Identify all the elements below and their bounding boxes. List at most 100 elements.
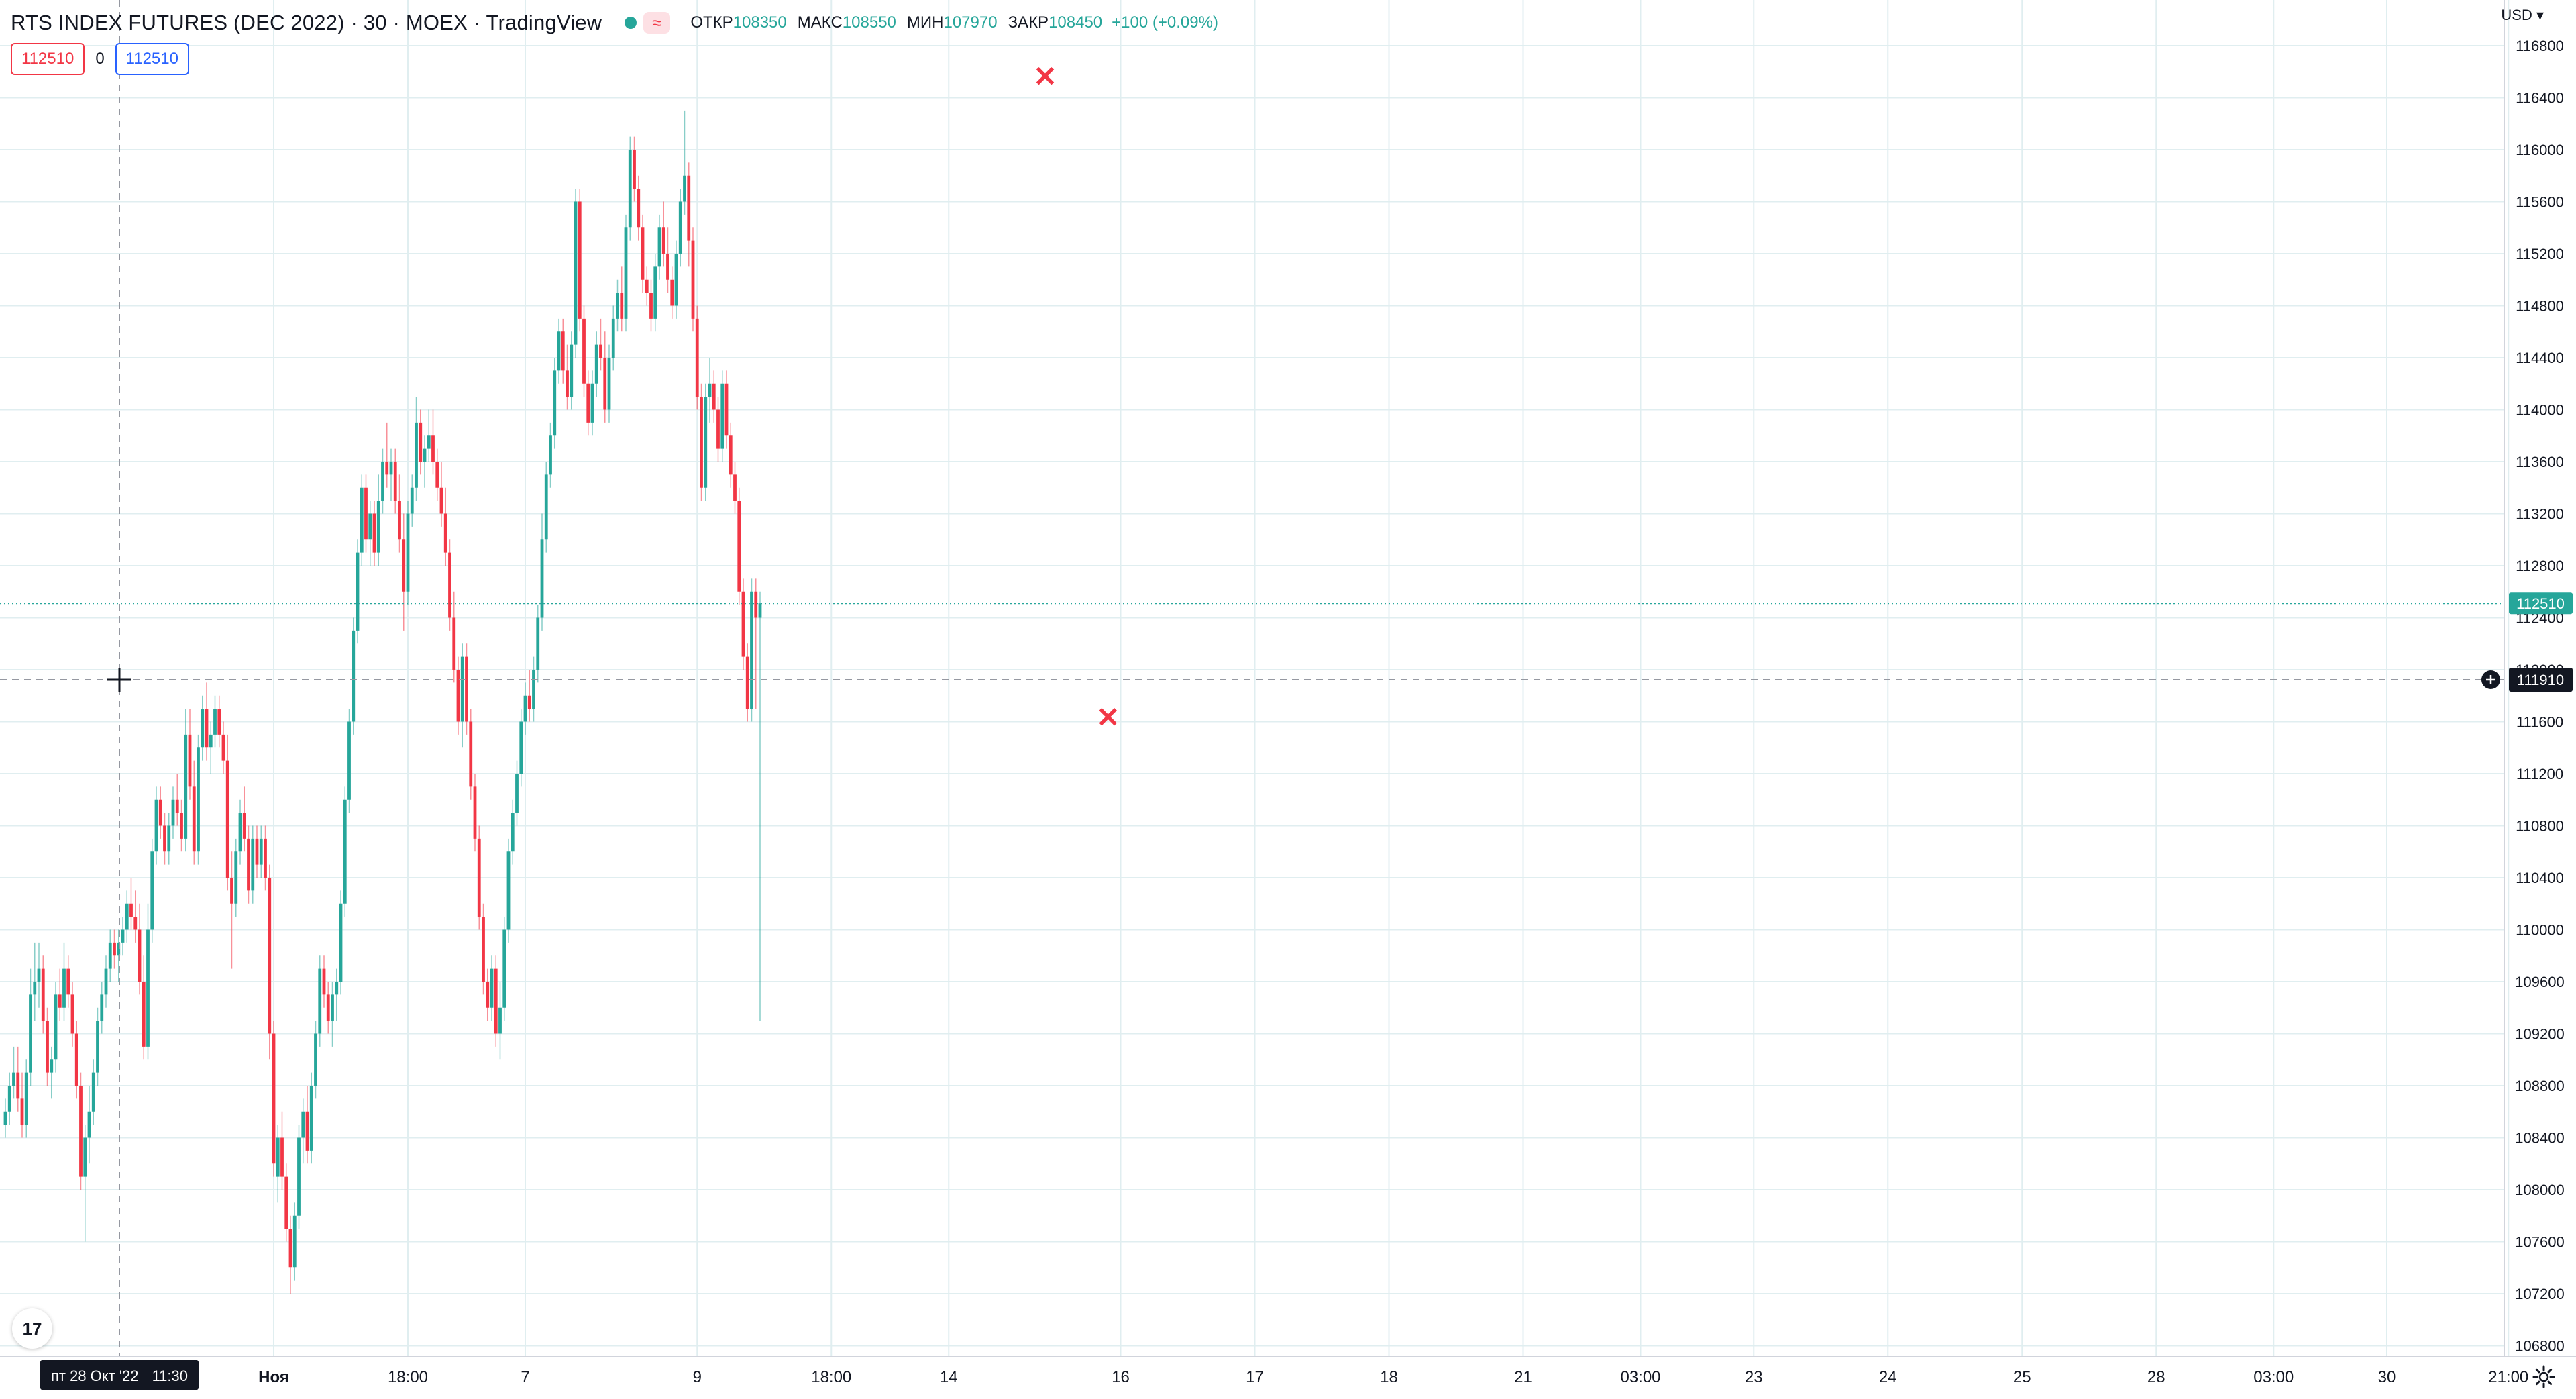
candle-body [678, 201, 682, 254]
candle-body [611, 318, 615, 358]
candle-body [272, 1033, 276, 1164]
candle-body [448, 552, 451, 618]
candle-body [628, 150, 632, 228]
exit-mark-icon: ✕ [1096, 702, 1120, 733]
candle-body [657, 227, 661, 267]
candle-body [108, 942, 112, 969]
candle-body [737, 501, 741, 592]
crosshair-time-label-date: пт 28 Окт '22 [51, 1367, 139, 1384]
candle-body [561, 331, 565, 371]
settings-gear-icon[interactable] [2532, 1365, 2556, 1389]
candle-body [339, 903, 343, 982]
tradingview-logo-icon[interactable]: 17 [12, 1308, 52, 1349]
candle-body [700, 397, 703, 488]
price-tick-label: 116000 [2516, 142, 2564, 158]
buy-button[interactable]: 112510 [115, 43, 189, 75]
candle-body [180, 813, 183, 839]
sell-button[interactable]: 112510 [11, 43, 85, 75]
candle-body [402, 539, 406, 592]
candle-body [364, 487, 368, 540]
candle-body [549, 435, 552, 475]
candle-body [83, 1137, 87, 1177]
price-tick-label: 116800 [2516, 38, 2564, 54]
crosshair-time-label-bg [40, 1360, 199, 1390]
time-tick-label: 14 [940, 1368, 958, 1386]
price-tick-label: 110400 [2516, 870, 2564, 886]
candle-body [62, 968, 66, 1008]
candle-body [213, 709, 217, 735]
symbol-title[interactable]: RTS INDEX FUTURES (DEC 2022) · 30 · MOEX… [11, 11, 602, 34]
candle-body [389, 462, 393, 475]
price-tick-label: 108800 [2515, 1078, 2564, 1094]
grid-lines [0, 0, 2510, 1357]
candle-body [221, 734, 225, 761]
currency-selector[interactable]: USD ▾ [2501, 7, 2544, 23]
candle-body [242, 813, 246, 839]
candle-body [670, 279, 674, 306]
last-price-label: 112510 [2516, 595, 2565, 612]
candle-body [87, 1111, 91, 1138]
candle-body [138, 929, 142, 982]
candle-body [750, 591, 753, 709]
candle-body [217, 709, 221, 735]
crosshair-time-label-time: 11:30 [152, 1367, 188, 1384]
candle-body [335, 982, 339, 995]
candle-body [209, 734, 213, 748]
candle-body [154, 799, 158, 852]
time-tick-label: 24 [1879, 1368, 1897, 1386]
candle-body [708, 383, 712, 397]
price-tick-label: 110800 [2516, 818, 2564, 835]
crosshair-price-label-bg [2509, 668, 2573, 692]
overlays: ✕✕ [0, 0, 2504, 1357]
time-tick-label: 17 [1246, 1368, 1264, 1386]
time-tick-label: Ноя [258, 1368, 289, 1386]
candle-body [523, 695, 527, 722]
candle-body [427, 435, 431, 449]
time-tick-label: 7 [521, 1368, 529, 1386]
candle-body [566, 370, 569, 397]
candle-body [113, 942, 116, 956]
candle-body [540, 539, 544, 618]
time-axis[interactable]: Ноя 18:00 7 9 18:00 14 16 17 18 21 03:00 23 24 25 28 03… [258, 1368, 2528, 1386]
candle-body [347, 721, 351, 800]
high-label: МАКС [797, 13, 843, 32]
price-tick-label: 106800 [2515, 1338, 2564, 1355]
time-tick-label: 28 [2147, 1368, 2165, 1386]
chart-header: RTS INDEX FUTURES (DEC 2022) · 30 · MOEX… [11, 5, 1218, 40]
time-tick-label: 21 [1514, 1368, 1532, 1386]
candle-body [733, 474, 737, 501]
price-tick-label: 111600 [2516, 714, 2563, 731]
candle-body [74, 1033, 78, 1086]
candle-body [469, 721, 473, 787]
candle-body [16, 1072, 20, 1099]
candle-body [368, 513, 372, 540]
candle-body [309, 1086, 313, 1151]
candle-body [637, 189, 641, 228]
price-tick-label: 109200 [2515, 1026, 2564, 1043]
market-open-indicator-icon [625, 17, 637, 29]
candle-body [624, 227, 628, 319]
candle-body [674, 254, 678, 306]
price-tick-label: 110000 [2516, 922, 2564, 939]
candle-body [544, 474, 548, 540]
data-delayed-badge[interactable]: ≈ [643, 12, 671, 34]
candle-body [284, 1176, 288, 1229]
exit-mark-icon: ✕ [1033, 60, 1057, 92]
candle-body [695, 318, 699, 397]
candle-body [247, 838, 250, 891]
candle-body [494, 968, 498, 1034]
time-tick-label: 23 [1745, 1368, 1763, 1386]
candle-body [12, 1072, 15, 1086]
candle-body [50, 1059, 54, 1073]
low-label: МИН [906, 13, 944, 32]
market-status: ≈ [625, 12, 671, 34]
candle-body [666, 254, 669, 280]
price-tick-label: 114800 [2516, 298, 2564, 315]
time-tick-label: 25 [2013, 1368, 2031, 1386]
candle-body [393, 462, 397, 501]
candle-body [741, 591, 745, 657]
candle-body [192, 786, 196, 852]
candle-body [372, 513, 376, 553]
